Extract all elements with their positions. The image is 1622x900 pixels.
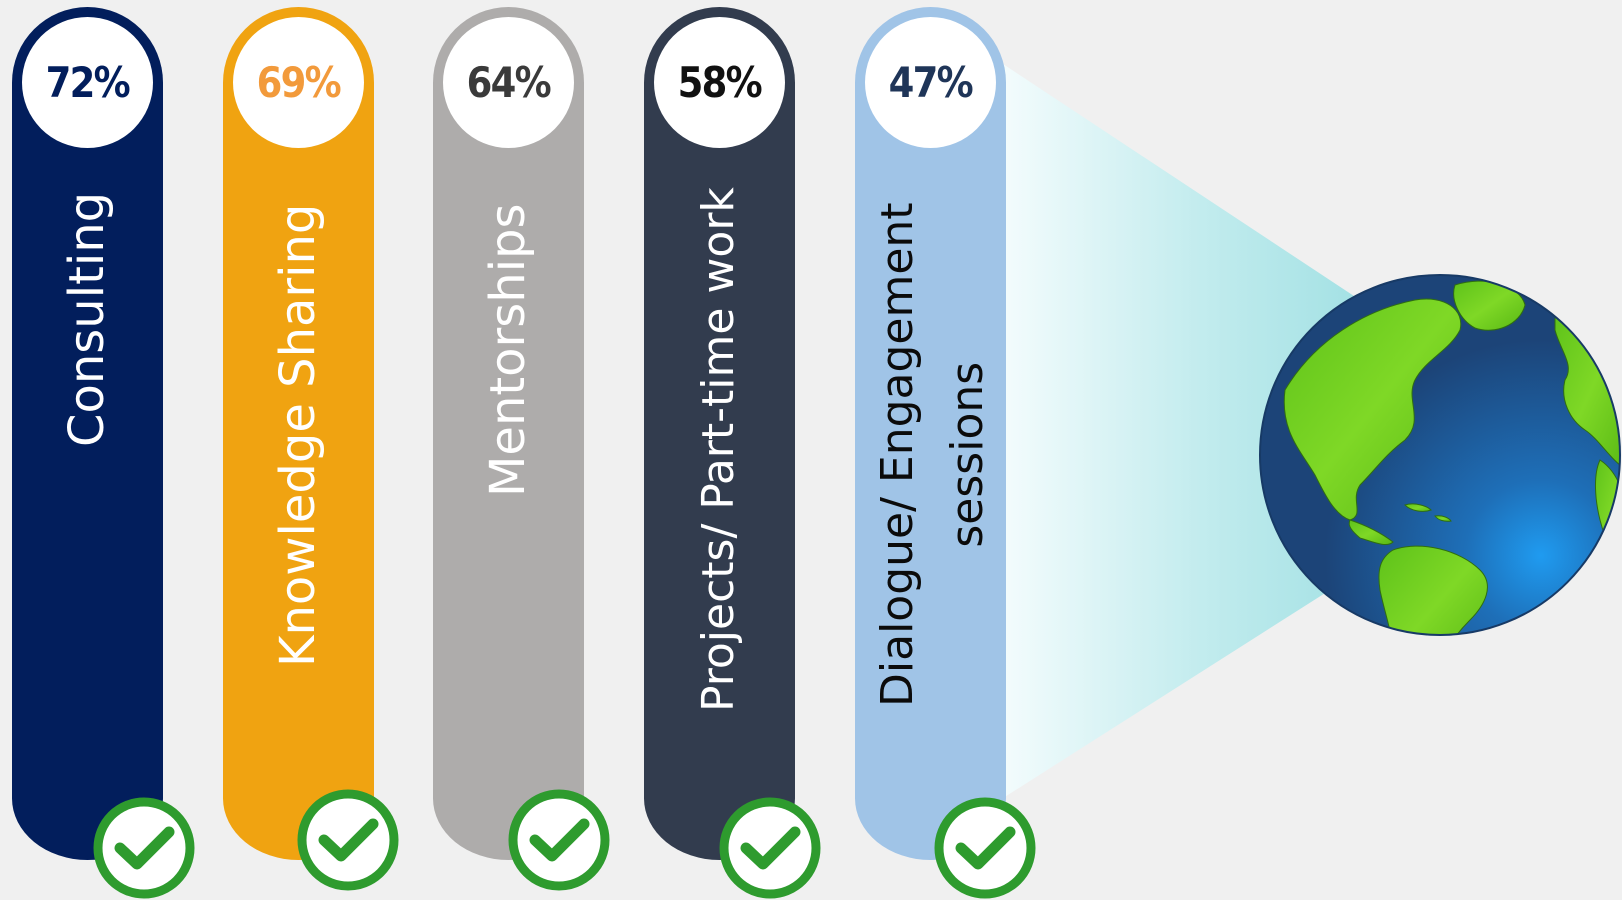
percent-circle: 72% xyxy=(22,17,153,148)
percent-circle: 64% xyxy=(443,17,574,148)
check-circle-icon xyxy=(508,789,610,891)
pill-mentorships: 64% Mentorships xyxy=(433,7,584,860)
category-label: Dialogue/ Engagement sessions xyxy=(872,202,993,707)
category-label: Mentorships xyxy=(480,203,536,497)
check-circle-icon xyxy=(934,797,1036,899)
percent-circle: 47% xyxy=(865,17,996,148)
category-label: Projects/ Part-time work xyxy=(693,187,744,712)
pill-knowledge-sharing: 69% Knowledge Sharing xyxy=(223,7,374,860)
percent-value: 58% xyxy=(677,58,763,107)
percent-circle: 58% xyxy=(654,17,785,148)
check-circle-icon xyxy=(93,797,195,899)
pill-consulting: 72% Consulting xyxy=(12,7,163,860)
percent-value: 47% xyxy=(888,58,974,107)
globe-icon xyxy=(1259,274,1621,636)
category-label: Consulting xyxy=(59,191,115,447)
percent-value: 72% xyxy=(45,58,131,107)
percent-value: 69% xyxy=(256,58,342,107)
percent-value: 64% xyxy=(466,58,552,107)
pill-projects-part-time-work: 58% Projects/ Part-time work xyxy=(644,7,795,860)
pill-dialogue-engagement-sessions: 47% Dialogue/ Engagement sessions xyxy=(855,7,1006,860)
check-circle-icon xyxy=(719,797,821,899)
percent-circle: 69% xyxy=(233,17,364,148)
category-label: Knowledge Sharing xyxy=(270,203,326,667)
check-circle-icon xyxy=(297,789,399,891)
